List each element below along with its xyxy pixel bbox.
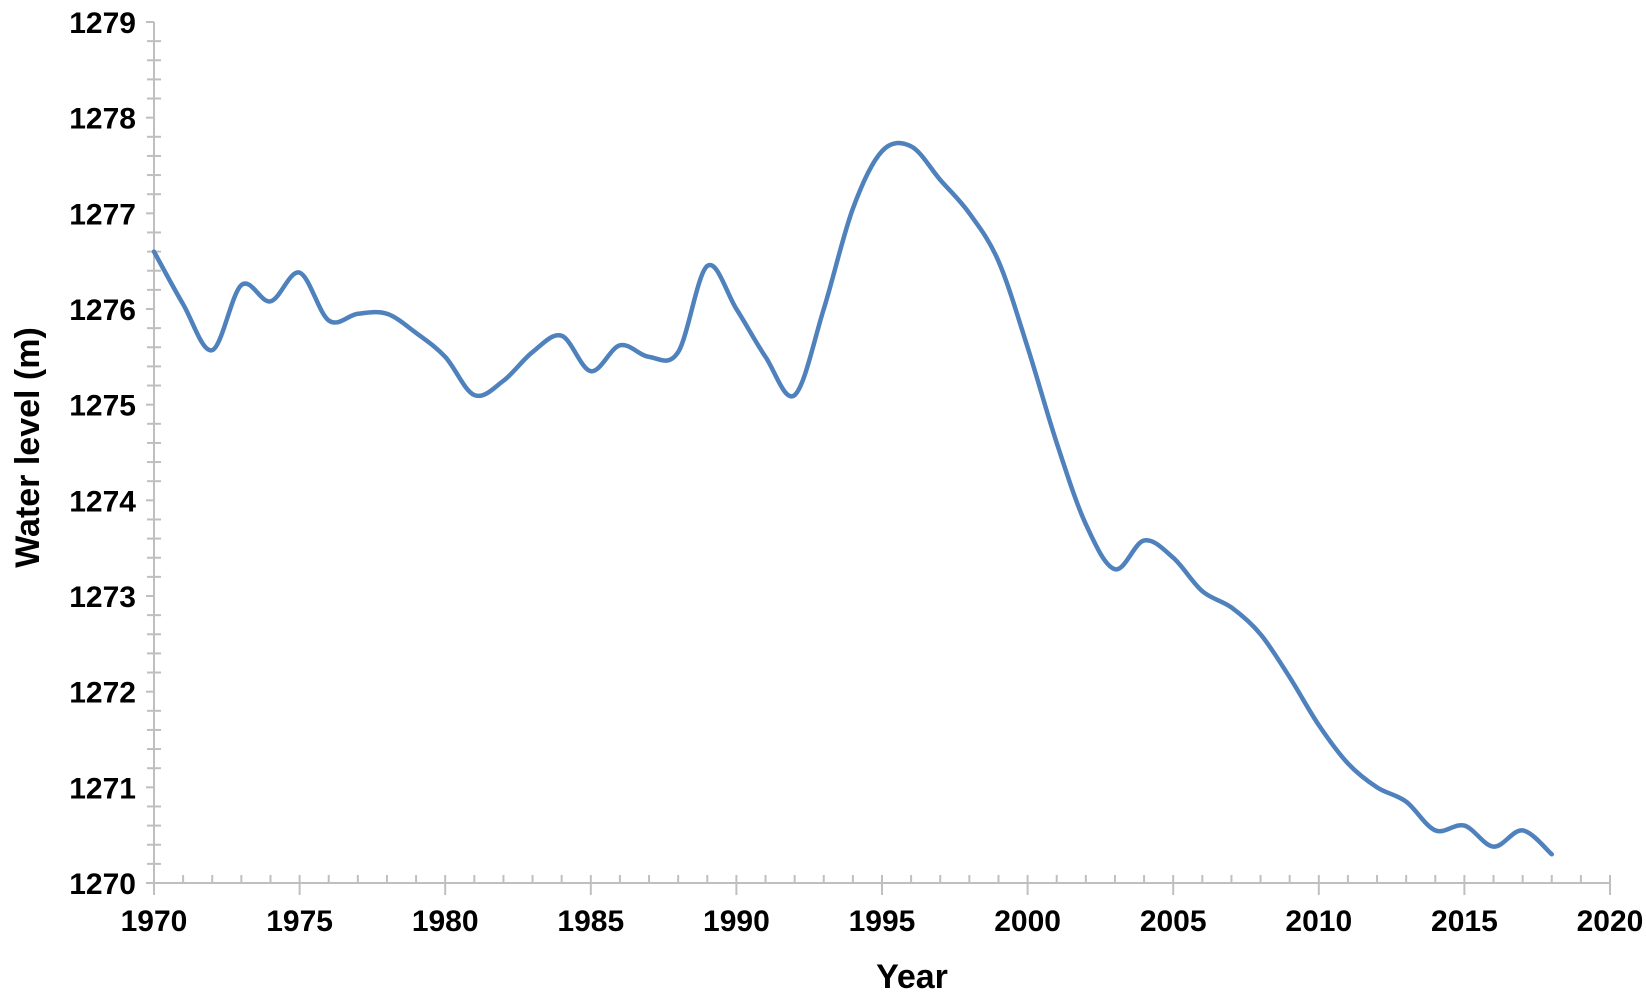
x-tick-label: 2005	[1140, 905, 1207, 938]
series-line-0	[151, 140, 1555, 857]
y-tick-label: 1278	[69, 103, 136, 136]
y-tick-label: 1277	[69, 198, 136, 231]
x-tick-label: 2015	[1431, 905, 1498, 938]
x-tick-label: 1985	[557, 905, 624, 938]
x-tick-label: 1975	[266, 905, 333, 938]
y-tick-label: 1279	[69, 7, 136, 40]
x-axis-title: Year	[876, 958, 948, 996]
series-layer	[151, 140, 1555, 857]
x-tick-label: 1990	[703, 905, 770, 938]
x-tick-label: 2020	[1577, 905, 1644, 938]
y-axis-title: Water level (m)	[9, 327, 47, 568]
y-tick-label: 1274	[69, 485, 136, 518]
axis-ticks	[146, 21, 1611, 895]
x-tick-label: 1980	[412, 905, 479, 938]
x-tick-label: 2010	[1285, 905, 1352, 938]
y-tick-label: 1275	[69, 390, 136, 423]
y-tick-label: 1271	[69, 772, 136, 805]
x-tick-label: 1970	[121, 905, 188, 938]
y-tick-label: 1272	[69, 677, 136, 710]
x-tick-label: 1995	[849, 905, 916, 938]
x-tick-label: 2000	[994, 905, 1061, 938]
tick-labels: 1270 1271 1272 1273 1274 1275 1276 1277 1278 1279…	[69, 7, 1643, 938]
y-tick-label: 1270	[69, 868, 136, 901]
y-tick-label: 1273	[69, 581, 136, 614]
y-tick-label: 1276	[69, 294, 136, 327]
